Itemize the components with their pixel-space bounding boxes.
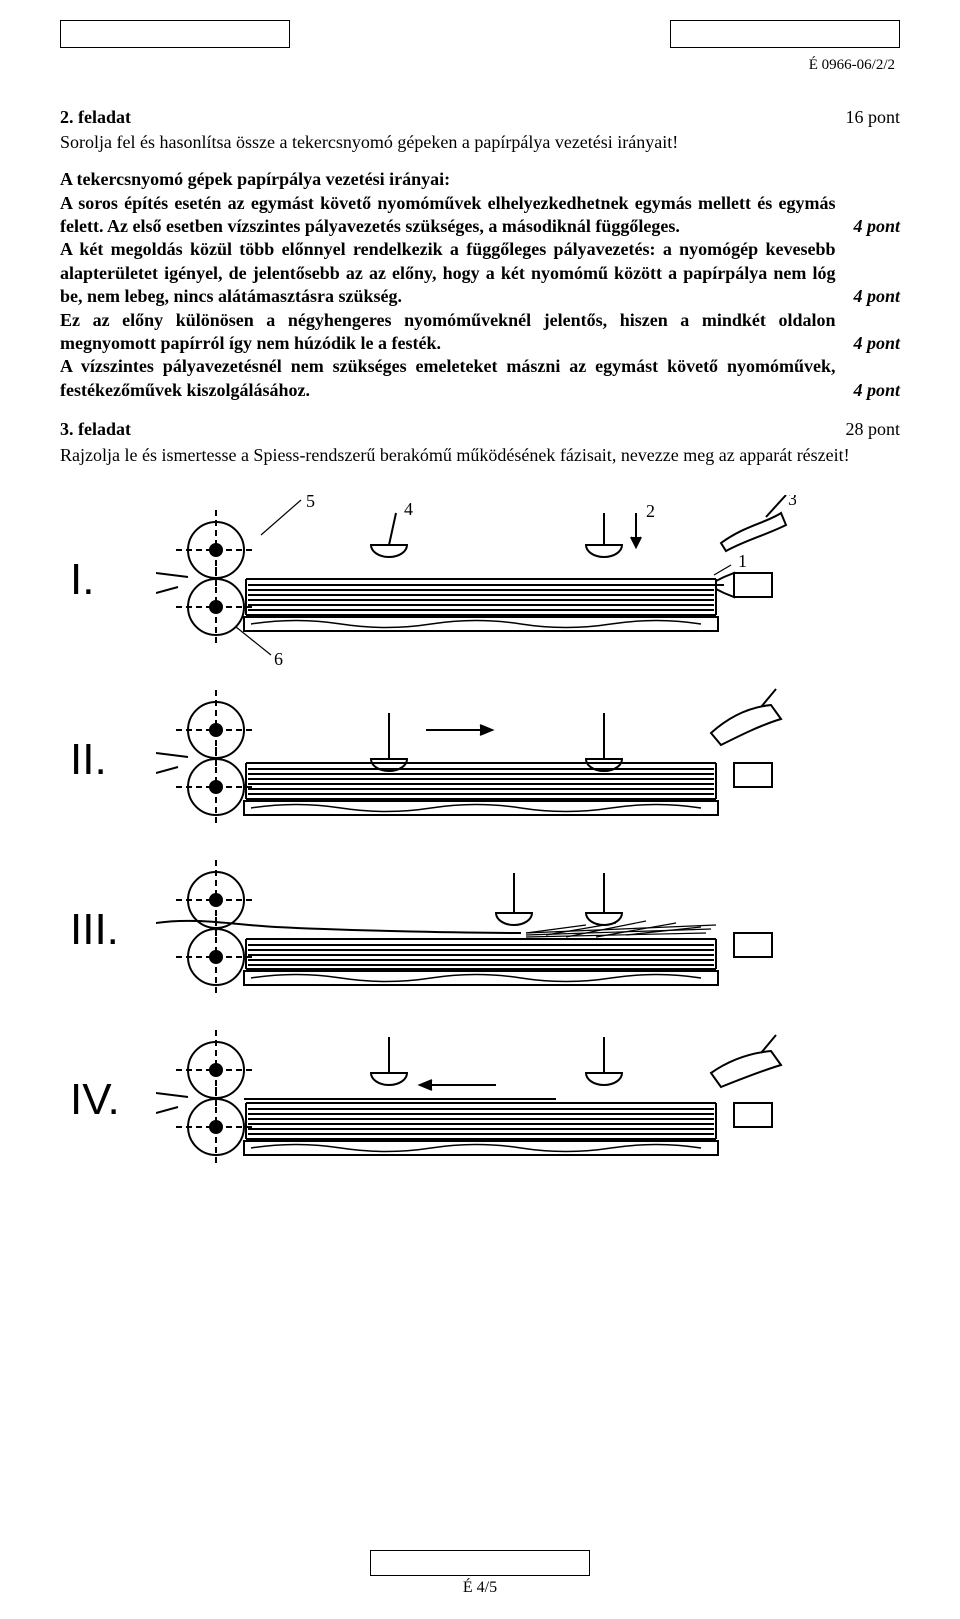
phase-1-diagram: 5 4 2 3 1 6 [156,495,796,665]
task2-question: Sorolja fel és hasonlítsa össze a tekerc… [60,131,900,154]
task3-question: Rajzolja le és ismertesse a Spiess-rends… [60,444,900,467]
task2-para1-points: 4 pont [853,215,900,238]
task3-points: 28 pont [845,418,900,441]
phase-4-label: IV. [70,1071,156,1128]
task3-number: 3. feladat [60,418,131,441]
phase-3-label: III. [70,901,156,958]
phase-2-diagram [156,685,796,835]
phase-1-label: I. [70,551,156,608]
phase-2-label: II. [70,731,156,788]
task2-para2-points: 4 pont [853,285,900,308]
footer: É 4/5 [60,1550,900,1599]
task2-para1: A soros építés esetén az egymást követő … [60,192,835,239]
header-boxes [60,20,900,48]
diagram-label-3: 3 [788,495,796,509]
diagram-label-5: 5 [306,495,315,511]
doc-id: É 0966-06/2/2 [60,56,895,76]
task2-para4-points: 4 pont [853,379,900,402]
task2-header: 2. feladat 16 pont [60,106,900,129]
task2-points: 16 pont [845,106,900,129]
task2-number: 2. feladat [60,106,131,129]
diagram-area: I. [70,495,900,1175]
task2-para3-points: 4 pont [853,332,900,355]
task2-para2: A két megoldás közül több előnnyel rende… [60,238,835,308]
phase-4-row: IV. [70,1025,900,1175]
diagram-label-6: 6 [274,649,283,665]
phase-3-row: III. [70,855,900,1005]
task2-answer: A tekercsnyomó gépek papírpálya vezetési… [60,168,900,402]
phase-3-diagram [156,855,796,1005]
diagram-label-4: 4 [404,499,413,519]
header-box-right [670,20,900,48]
footer-page-number: É 4/5 [60,1578,900,1599]
phase-1-row: I. [70,495,900,665]
task2-intro: A tekercsnyomó gépek papírpálya vezetési… [60,168,900,191]
header-box-left [60,20,290,48]
task2-para4: A vízszintes pályavezetésnél nem szükség… [60,355,835,402]
phase-2-row: II. [70,685,900,835]
phase-4-diagram [156,1025,796,1175]
diagram-label-2: 2 [646,501,655,521]
task2-para3: Ez az előny különösen a négyhengeres nyo… [60,309,835,356]
task3-header: 3. feladat 28 pont [60,418,900,441]
diagram-label-1: 1 [738,551,747,571]
footer-box [370,1550,590,1576]
